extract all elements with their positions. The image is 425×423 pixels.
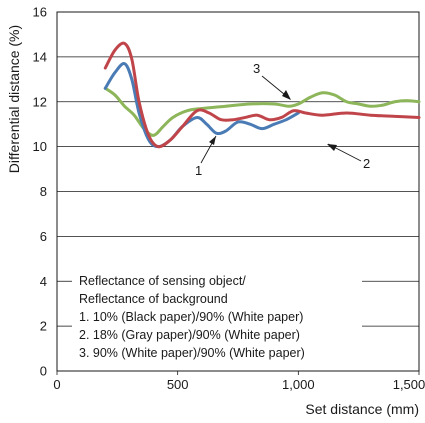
y-tick-label-6: 12 — [33, 94, 47, 109]
series-lines — [103, 41, 421, 149]
legend: Reflectance of sensing object/ Reflectan… — [79, 274, 305, 360]
series-line-2 — [103, 41, 421, 149]
y-tick-label-8: 16 — [33, 5, 47, 20]
x-tick-label-3: 1,500 — [393, 377, 425, 392]
y-tick-label-3: 6 — [40, 229, 47, 244]
legend-entry-1: 1. 10% (Black paper)/90% (White paper) — [79, 310, 303, 324]
callout-arrow-3 — [282, 90, 291, 100]
y-tick-label-4: 8 — [40, 184, 47, 199]
gridlines — [57, 56, 419, 327]
legend-title-line-1: Reflectance of sensing object/ — [79, 274, 246, 288]
y-tick-labels: 0 2 4 6 8 10 12 14 16 — [33, 5, 47, 379]
x-axis-title: Set distance (mm) — [305, 401, 419, 417]
callout-label-2: 2 — [363, 156, 370, 171]
series-line-1 — [103, 62, 300, 149]
series-callouts: 1 2 3 — [195, 61, 370, 178]
legend-entry-2: 2. 18% (Gray paper)/90% (White paper) — [79, 328, 300, 342]
x-tick-label-0: 0 — [53, 377, 60, 392]
y-tick-label-0: 0 — [40, 364, 47, 379]
callout-arrow-1 — [209, 136, 216, 145]
callout-label-1: 1 — [195, 163, 202, 178]
y-tick-label-2: 4 — [40, 274, 47, 289]
x-tick-label-1: 500 — [167, 377, 189, 392]
callout-arrow-2 — [327, 144, 337, 151]
legend-entry-3: 3. 90% (White paper)/90% (White paper) — [79, 346, 305, 360]
y-tick-label-1: 2 — [40, 319, 47, 334]
x-tick-label-2: 1,000 — [282, 377, 315, 392]
y-tick-label-5: 10 — [33, 139, 47, 154]
x-tick-labels: 0 500 1,000 1,500 — [53, 371, 425, 392]
callout-label-3: 3 — [253, 61, 260, 76]
y-tick-label-7: 14 — [33, 49, 47, 64]
legend-title-line-2: Reflectance of background — [79, 292, 228, 306]
y-axis-title: Differential distance (%) — [6, 25, 22, 173]
